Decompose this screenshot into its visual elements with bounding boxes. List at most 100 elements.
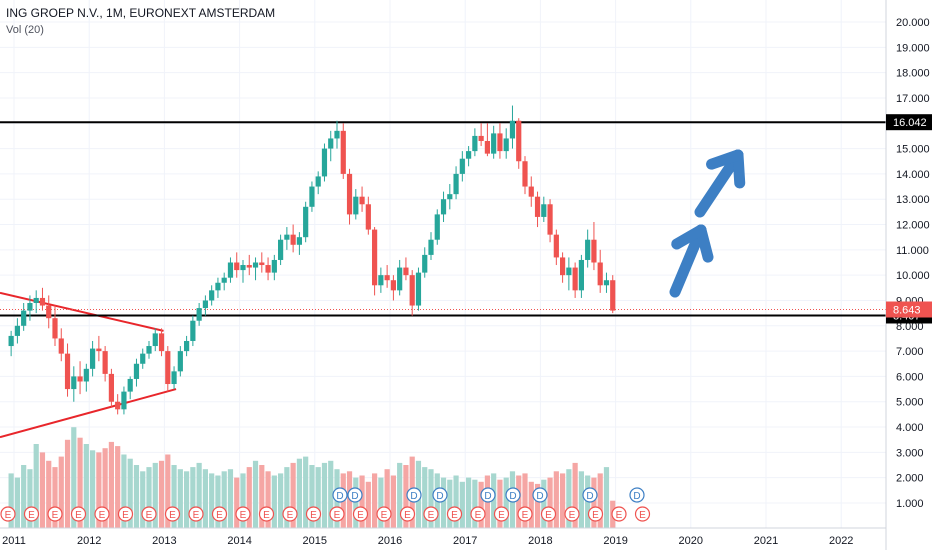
candle xyxy=(541,196,547,222)
candle xyxy=(215,277,221,298)
candle-body xyxy=(133,363,140,379)
earnings-marker: E xyxy=(117,506,134,522)
candle xyxy=(108,368,114,407)
price-tick-label: 2.000 xyxy=(896,473,924,485)
earnings-marker: E xyxy=(282,506,298,522)
candle xyxy=(246,254,252,276)
horizontal-levels xyxy=(0,121,886,317)
price-tick-label: 18.000 xyxy=(896,68,930,80)
candle xyxy=(227,257,234,283)
candle xyxy=(365,196,371,235)
level-tag-label: 16.042 xyxy=(893,117,927,129)
candle-body xyxy=(415,272,422,306)
candle-body xyxy=(478,135,484,141)
earnings-marker-label: E xyxy=(240,510,247,521)
dividend-marker-circle xyxy=(347,487,363,503)
earnings-marker: E xyxy=(423,506,439,522)
volume-bar xyxy=(202,469,208,528)
candle xyxy=(33,290,39,314)
earnings-marker-circle xyxy=(329,506,345,522)
candle xyxy=(572,262,578,298)
candle xyxy=(553,229,559,266)
volume-bar xyxy=(8,473,14,528)
candle xyxy=(591,221,597,271)
earnings-marker-circle xyxy=(47,506,63,522)
earnings-marker-circle xyxy=(117,506,134,522)
candle xyxy=(478,123,484,147)
time-tick-label: 2020 xyxy=(679,535,703,547)
earnings-marker-label: E xyxy=(381,510,388,521)
dividend-marker-circle xyxy=(532,487,548,503)
candle xyxy=(127,376,133,400)
candle xyxy=(321,143,328,182)
candle xyxy=(547,199,553,243)
volume-bar xyxy=(215,475,221,528)
earnings-marker-label: E xyxy=(639,510,646,521)
earnings-marker-label: E xyxy=(146,510,153,521)
earnings-marker: E xyxy=(493,506,510,522)
candle xyxy=(177,346,183,377)
candle xyxy=(466,146,472,167)
candle xyxy=(422,247,428,278)
earnings-marker-label: E xyxy=(216,510,223,521)
volume-bar xyxy=(240,473,246,528)
earnings-marker: E xyxy=(235,506,251,522)
candle-body xyxy=(509,120,516,139)
candle xyxy=(491,125,497,159)
volume-bar xyxy=(96,452,102,528)
price-tick-label: 11.000 xyxy=(896,245,929,257)
candle-body xyxy=(516,120,522,162)
candle-body xyxy=(215,282,221,291)
volume-bar xyxy=(440,477,447,528)
time-tick-label: 2013 xyxy=(152,535,176,547)
volume-bar xyxy=(133,465,140,528)
current-price-tag: 8.643 xyxy=(886,301,932,318)
price-axis: 1.000 2.000 3.000 4.000 5.000 6.000 7.000 8.000… xyxy=(885,0,932,550)
candle xyxy=(265,257,271,281)
candle-body xyxy=(603,280,610,286)
candle-body xyxy=(359,196,365,205)
volume-bar xyxy=(33,444,39,528)
candle xyxy=(390,275,396,301)
price-tick-label: 12.000 xyxy=(896,220,930,232)
candle-body xyxy=(591,239,597,263)
volume-bar xyxy=(547,477,553,528)
dividend-marker-label: D xyxy=(633,491,640,502)
earnings-marker-label: E xyxy=(193,510,200,521)
candle xyxy=(64,343,71,397)
candle-body xyxy=(578,259,584,291)
price-tick-label: 19.000 xyxy=(896,42,930,54)
volume-bar xyxy=(39,452,46,528)
candle-body xyxy=(177,351,183,372)
candle-body xyxy=(27,303,33,311)
candle-body xyxy=(610,280,616,311)
candle-body xyxy=(21,310,27,326)
volume-bar xyxy=(184,471,190,528)
candle-body xyxy=(234,262,240,271)
volume-bar xyxy=(591,477,597,528)
earnings-marker: E xyxy=(188,506,204,522)
earnings-marker-circle xyxy=(540,506,557,522)
candle-body xyxy=(365,204,371,230)
volume-bar xyxy=(572,462,578,528)
earnings-marker: E xyxy=(376,506,392,522)
volume-bar xyxy=(234,477,240,528)
earnings-marker-circle xyxy=(0,506,16,522)
earnings-marker: E xyxy=(446,506,463,522)
candle-body xyxy=(315,176,321,187)
volume-bar xyxy=(171,465,177,528)
candle xyxy=(165,346,171,392)
earnings-marker-circle xyxy=(23,506,40,522)
candle xyxy=(447,184,453,210)
volume-bar xyxy=(108,441,114,528)
candle xyxy=(453,166,459,200)
candle xyxy=(603,272,610,293)
volume-bar xyxy=(397,462,403,528)
volume-bar xyxy=(102,448,108,528)
volume-bar xyxy=(359,475,365,528)
level-tag: 16.042 xyxy=(886,114,932,131)
volume-bar xyxy=(46,460,52,528)
candle xyxy=(171,366,177,390)
candle xyxy=(397,259,403,296)
